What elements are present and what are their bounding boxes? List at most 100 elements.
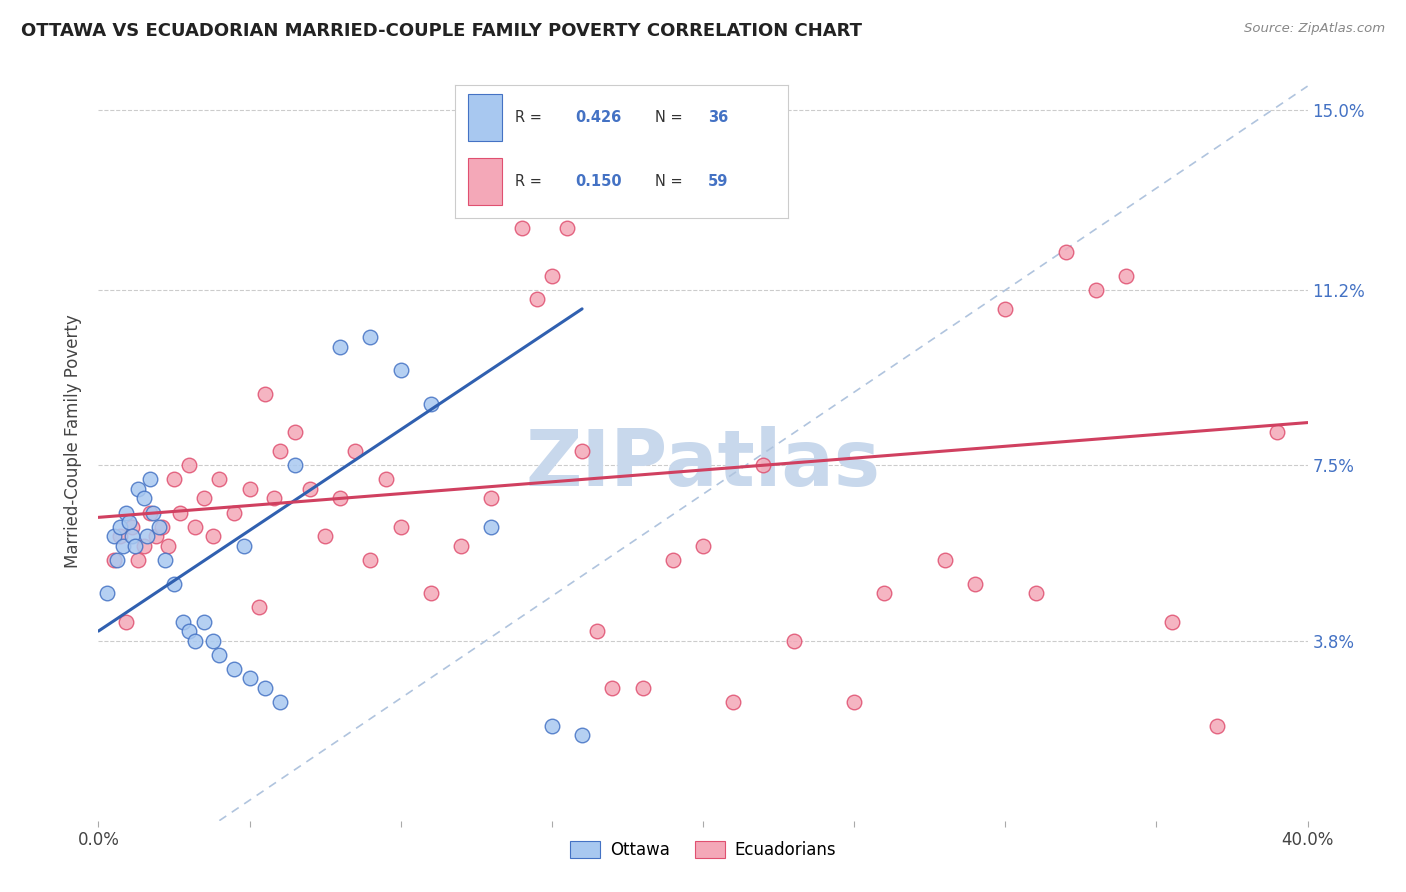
Point	[1085, 283, 1108, 297]
Point	[202, 633, 225, 648]
Point	[121, 529, 143, 543]
Point	[661, 553, 683, 567]
Point	[692, 539, 714, 553]
Point	[1115, 268, 1137, 283]
Point	[481, 520, 503, 534]
Point	[145, 529, 167, 543]
Point	[239, 482, 262, 496]
Point	[108, 520, 131, 534]
Point	[105, 553, 128, 567]
Point	[1054, 244, 1077, 259]
Point	[163, 473, 186, 487]
Point	[184, 633, 207, 648]
Point	[142, 506, 165, 520]
Point	[389, 363, 412, 377]
Point	[163, 576, 186, 591]
Point	[127, 482, 149, 496]
Point	[540, 719, 562, 733]
Point	[193, 615, 215, 629]
Point	[96, 586, 118, 600]
Text: ZIPatlas: ZIPatlas	[526, 426, 880, 502]
Point	[135, 529, 157, 543]
Point	[253, 681, 276, 695]
Point	[965, 576, 987, 591]
Point	[103, 529, 125, 543]
Point	[239, 672, 262, 686]
Point	[269, 695, 291, 709]
Point	[224, 506, 246, 520]
Legend: Ottawa, Ecuadorians: Ottawa, Ecuadorians	[562, 834, 844, 865]
Point	[156, 539, 179, 553]
Point	[153, 553, 176, 567]
Point	[127, 553, 149, 567]
Point	[752, 458, 775, 473]
Text: Source: ZipAtlas.com: Source: ZipAtlas.com	[1244, 22, 1385, 36]
Point	[184, 520, 207, 534]
Point	[1206, 719, 1229, 733]
Point	[631, 681, 654, 695]
Text: OTTAWA VS ECUADORIAN MARRIED-COUPLE FAMILY POVERTY CORRELATION CHART: OTTAWA VS ECUADORIAN MARRIED-COUPLE FAMI…	[21, 22, 862, 40]
Point	[329, 491, 352, 506]
Point	[202, 529, 225, 543]
Point	[555, 221, 578, 235]
Point	[450, 539, 472, 553]
Point	[571, 728, 593, 742]
Point	[132, 491, 155, 506]
Point	[108, 529, 131, 543]
Point	[139, 473, 162, 487]
Point	[263, 491, 285, 506]
Point	[389, 520, 412, 534]
Point	[571, 444, 593, 458]
Point	[1024, 586, 1046, 600]
Point	[934, 553, 956, 567]
Point	[844, 695, 866, 709]
Point	[1267, 425, 1289, 439]
Point	[132, 539, 155, 553]
Point	[586, 624, 609, 639]
Point	[247, 600, 270, 615]
Point	[723, 695, 745, 709]
Point	[269, 444, 291, 458]
Point	[179, 624, 201, 639]
Point	[208, 648, 231, 662]
Point	[994, 301, 1017, 316]
Point	[253, 387, 276, 401]
Point	[299, 482, 322, 496]
Point	[169, 506, 191, 520]
Point	[420, 586, 443, 600]
Point	[172, 615, 194, 629]
Point	[602, 681, 624, 695]
Y-axis label: Married-Couple Family Poverty: Married-Couple Family Poverty	[65, 315, 83, 568]
Point	[114, 615, 136, 629]
Point	[314, 529, 336, 543]
Point	[481, 491, 503, 506]
Point	[873, 586, 896, 600]
Point	[111, 539, 134, 553]
Point	[124, 539, 146, 553]
Point	[360, 330, 382, 344]
Point	[526, 293, 548, 307]
Point	[179, 458, 201, 473]
Point	[329, 340, 352, 354]
Point	[783, 633, 806, 648]
Point	[139, 506, 162, 520]
Point	[150, 520, 173, 534]
Point	[510, 221, 533, 235]
Point	[118, 515, 141, 529]
Point	[121, 520, 143, 534]
Point	[103, 553, 125, 567]
Point	[360, 553, 382, 567]
Point	[540, 268, 562, 283]
Point	[420, 396, 443, 410]
Point	[114, 506, 136, 520]
Point	[344, 444, 367, 458]
Point	[284, 458, 307, 473]
Point	[224, 662, 246, 676]
Point	[374, 473, 396, 487]
Point	[148, 520, 170, 534]
Point	[284, 425, 307, 439]
Point	[232, 539, 254, 553]
Point	[193, 491, 215, 506]
Point	[208, 473, 231, 487]
Point	[1160, 615, 1182, 629]
